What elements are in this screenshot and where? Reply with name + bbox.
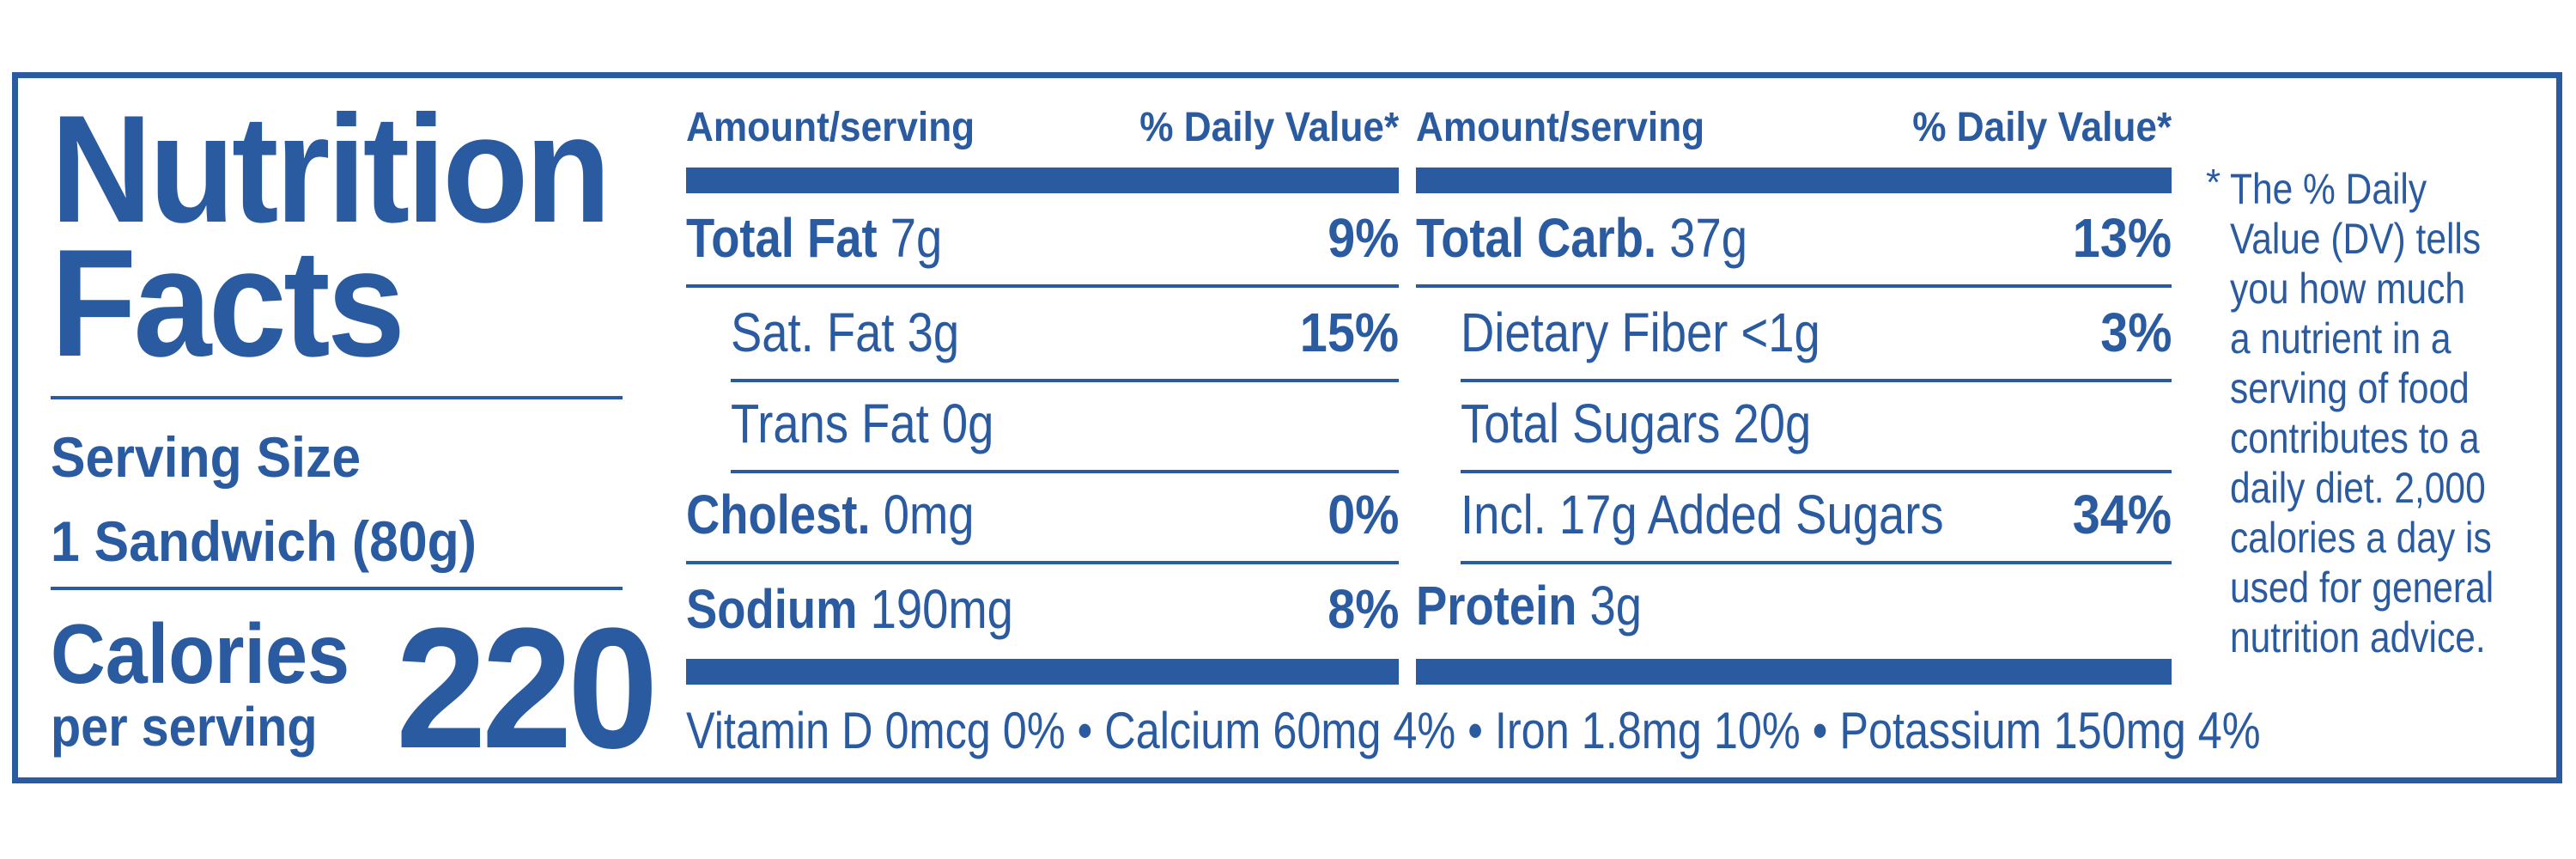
title-line-1: Nutrition	[51, 83, 611, 254]
nutrient-row-total-carb: Total Carb. 37g 13%	[1416, 193, 2172, 288]
column-header: Amount/serving % Daily Value*	[1416, 102, 2172, 154]
nutrient-name: Total Carb.	[1416, 207, 1657, 269]
nutrient-row-total-fat: Total Fat 7g 9%	[686, 193, 1399, 288]
footnote-line: The % Daily	[2230, 165, 2427, 213]
nutrient-amount: Dietary Fiber <1g	[1461, 302, 1820, 363]
nutrient-column-right: Amount/serving % Daily Value* Total Carb…	[1416, 78, 2172, 783]
calories-value: 220	[396, 593, 659, 784]
label-title: Nutrition Facts	[51, 83, 611, 388]
thick-divider-bottom	[1416, 659, 2172, 685]
nutrient-dv: 3%	[2099, 302, 2172, 363]
footnote-text: The % Daily Value (DV) tells you how muc…	[2230, 164, 2507, 662]
vitamins-minerals-line: Vitamin D 0mcg 0% • Calcium 60mg 4% • Ir…	[686, 702, 2261, 759]
thick-divider-top	[1416, 168, 2172, 193]
title-line-2: Facts	[51, 217, 405, 388]
amount-per-serving-header: Amount/serving	[1416, 105, 1705, 150]
title-divider	[51, 396, 623, 399]
footnote-asterisk: *	[2206, 161, 2221, 204]
footnote-line: contributes to a	[2230, 414, 2480, 462]
nutrient-name: Total Fat	[686, 207, 878, 269]
nutrient-amount: 3g	[1577, 575, 1643, 637]
nutrient-row-sat-fat: Sat. Fat 3g 15%	[686, 288, 1399, 382]
serving-divider	[51, 587, 623, 590]
calories-sublabel: per serving	[51, 696, 318, 758]
nutrient-name: Cholest.	[686, 484, 871, 545]
amount-per-serving-header: Amount/serving	[686, 105, 975, 150]
nutrient-amount: 0mg	[870, 484, 975, 545]
nutrient-amount: 190mg	[857, 578, 1013, 640]
nutrient-column-left: Amount/serving % Daily Value* Total Fat …	[686, 78, 1399, 783]
footnote-line: used for general	[2230, 564, 2494, 612]
column-header: Amount/serving % Daily Value*	[686, 102, 1399, 154]
serving-size: Serving Size 1 Sandwich (80g)	[51, 415, 588, 583]
serving-size-label: Serving Size	[51, 425, 361, 489]
thick-divider-bottom	[686, 659, 1399, 685]
daily-value-header: % Daily Value*	[1139, 105, 1399, 150]
footnote-line: a nutrient in a	[2230, 314, 2451, 362]
serving-size-value: 1 Sandwich (80g)	[51, 509, 477, 573]
nutrient-row-sodium: Sodium 190mg 8%	[686, 564, 1399, 655]
nutrient-amount: Incl. 17g Added Sugars	[1461, 484, 1944, 545]
footnote-line: serving of food	[2230, 364, 2470, 412]
nutrient-dv: 34%	[2072, 484, 2172, 545]
nutrient-amount: Total Sugars 20g	[1461, 393, 1812, 454]
nutrition-facts-label: Nutrition Facts Serving Size 1 Sandwich …	[12, 72, 2562, 783]
nutrient-dv: 9%	[1327, 207, 1399, 269]
footnote-line: Value (DV) tells	[2230, 215, 2482, 263]
nutrient-name: Sodium	[686, 578, 858, 640]
nutrient-row-protein: Protein 3g	[1416, 561, 2172, 652]
nutrient-row-trans-fat: Trans Fat 0g	[686, 379, 1399, 473]
thick-divider-top	[686, 168, 1399, 193]
footnote-line: you how much	[2230, 265, 2466, 313]
nutrient-name: Protein	[1416, 575, 1577, 637]
nutrient-row-total-sugars: Total Sugars 20g	[1416, 379, 2172, 473]
footnote-line: nutrition advice.	[2230, 613, 2486, 661]
nutrient-row-added-sugars: Incl. 17g Added Sugars 34%	[1416, 470, 2172, 564]
nutrient-dv: 0%	[1327, 484, 1399, 545]
nutrient-amount: 7g	[877, 207, 943, 269]
footnote-line: calories a day is	[2230, 514, 2492, 562]
nutrient-amount: 37g	[1656, 207, 1747, 269]
nutrient-amount: Sat. Fat 3g	[731, 302, 960, 363]
nutrient-row-dietary-fiber: Dietary Fiber <1g 3%	[1416, 288, 2172, 382]
footnote-line: daily diet. 2,000	[2230, 464, 2486, 512]
nutrient-row-cholesterol: Cholest. 0mg 0%	[686, 470, 1399, 564]
calories-block: Calories per serving 220	[51, 603, 669, 783]
nutrient-dv: 15%	[1299, 302, 1399, 363]
calories-label: Calories	[51, 606, 350, 701]
nutrient-dv: 8%	[1327, 578, 1399, 640]
nutrient-dv: 13%	[2072, 207, 2172, 269]
daily-value-header: % Daily Value*	[1912, 105, 2172, 150]
nutrient-amount: Trans Fat 0g	[731, 393, 994, 454]
